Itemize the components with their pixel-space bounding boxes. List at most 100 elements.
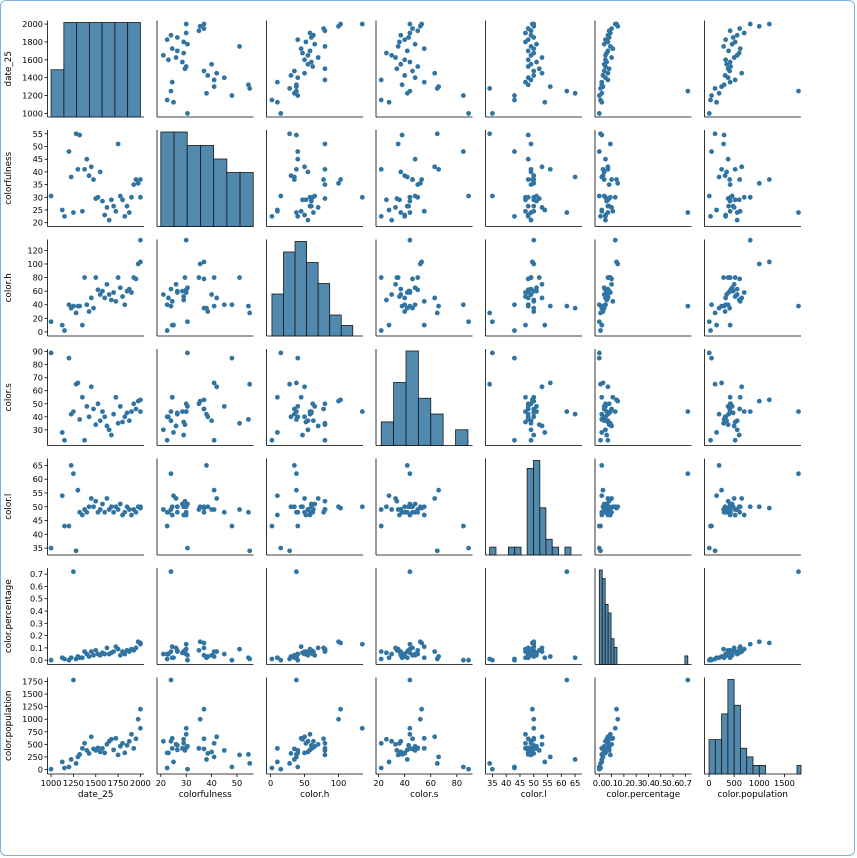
scatter-point-color-l-vs-color-h-15	[322, 498, 328, 504]
scatter-point-color-h-vs-colorfulness-19	[166, 295, 171, 301]
scatter-point-colorfulness-vs-color-s-22	[384, 197, 389, 203]
scatter-point-color-s-vs-color-percentage-7	[600, 380, 606, 386]
scatter-point-date-25-vs-color-percentage-26	[601, 41, 607, 47]
y-tick-label-color-s-70: 70	[33, 373, 43, 383]
scatter-point-color-s-vs-color-h-6	[287, 381, 293, 387]
scatter-point-color-population-vs-date-25-10	[82, 740, 87, 746]
scatter-point-color-h-vs-color-s-35	[419, 259, 425, 265]
y-tick-label-colorfulness-25: 25	[33, 205, 43, 215]
scatter-point-color-h-vs-color-percentage-36	[612, 237, 618, 243]
scatter-point-color-percentage-vs-color-l-5	[564, 569, 570, 575]
scatter-point-color-population-vs-color-h-5	[294, 677, 299, 683]
scatter-point-color-h-vs-color-l-4	[572, 305, 578, 311]
scatter-point-colorfulness-vs-color-s-25	[395, 141, 401, 147]
scatter-point-date-25-vs-colorfulness-21	[160, 52, 166, 58]
scatter-point-color-h-vs-color-percentage-33	[609, 276, 614, 282]
scatter-point-color-population-vs-color-l-36	[531, 725, 537, 731]
scatter-point-color-h-vs-date-25-11	[84, 302, 90, 308]
scatter-point-color-l-vs-color-percentage-3	[596, 523, 602, 529]
scatter-point-color-population-vs-colorfulness-14	[201, 746, 207, 752]
scatter-point-color-s-vs-color-h-20	[315, 423, 321, 429]
scatter-point-color-percentage-vs-color-population-34	[756, 639, 762, 645]
scatter-point-color-s-vs-colorfulness-6	[247, 381, 253, 387]
scatter-point-colorfulness-vs-color-h-30	[310, 210, 316, 215]
scatter-point-color-h-vs-color-population-27	[732, 294, 738, 299]
scatter-point-color-h-vs-date-25-0	[48, 319, 54, 325]
scatter-point-color-s-vs-color-l-3	[512, 355, 517, 361]
hist-bar-color-population-3	[727, 679, 735, 775]
scatter-point-date-25-vs-color-s-8	[399, 82, 405, 88]
scatter-point-date-25-vs-color-h-17	[305, 61, 311, 67]
scatter-point-color-s-vs-color-h-35	[338, 397, 343, 403]
scatter-point-color-s-vs-color-percentage-21	[603, 427, 608, 433]
scatter-point-color-h-vs-colorfulness-15	[182, 275, 188, 280]
scatter-point-color-percentage-vs-colorfulness-12	[205, 654, 211, 659]
scatter-point-colorfulness-vs-color-h-15	[322, 196, 328, 201]
scatter-point-date-25-vs-colorfulness-22	[181, 50, 187, 56]
scatter-point-color-population-vs-color-s-25	[395, 752, 401, 758]
scatter-point-colorfulness-vs-color-population-8	[721, 132, 727, 138]
scatter-point-color-l-vs-color-population-4	[716, 462, 722, 468]
scatter-point-color-population-vs-color-h-14	[291, 746, 297, 752]
scatter-point-color-s-vs-color-population-9	[727, 394, 733, 400]
scatter-point-color-population-vs-colorfulness-30	[168, 738, 174, 744]
scatter-point-date-25-vs-color-h-8	[294, 82, 299, 88]
scatter-point-color-percentage-vs-date-25-12	[86, 654, 92, 659]
scatter-point-date-25-vs-color-population-35	[766, 21, 772, 27]
scatter-point-color-l-vs-color-percentage-20	[609, 496, 614, 501]
scatter-point-date-25-vs-color-population-36	[747, 21, 753, 27]
scatter-point-colorfulness-vs-color-h-32	[322, 182, 328, 187]
scatter-point-date-25-vs-color-h-0	[278, 111, 284, 116]
scatter-point-date-25-vs-color-h-15	[322, 66, 328, 72]
scatter-point-color-population-vs-date-25-3	[66, 764, 72, 770]
scatter-point-colorfulness-vs-color-percentage-26	[601, 193, 607, 199]
scatter-point-date-25-vs-color-l-4	[572, 90, 578, 96]
scatter-point-date-25-vs-color-s-13	[432, 70, 438, 76]
scatter-point-color-s-vs-color-l-21	[528, 427, 534, 433]
scatter-point-color-population-vs-colorfulness-28	[164, 750, 170, 756]
scatter-point-color-s-vs-color-percentage-22	[604, 432, 610, 438]
scatter-point-date-25-vs-color-s-7	[436, 84, 441, 90]
scatter-point-colorfulness-vs-color-s-10	[378, 166, 384, 172]
scatter-point-color-h-vs-date-25-3	[66, 302, 72, 308]
scatter-point-color-h-vs-color-percentage-0	[596, 319, 602, 325]
scatter-point-color-l-vs-color-h-27	[303, 512, 309, 518]
scatter-point-date-25-vs-color-population-25	[721, 44, 726, 49]
scatter-point-color-percentage-vs-color-s-0	[466, 657, 471, 663]
scatter-point-color-s-vs-color-h-25	[322, 420, 328, 426]
scatter-point-color-h-vs-date-25-36	[138, 237, 143, 243]
scatter-point-color-h-vs-date-25-15	[93, 275, 99, 280]
scatter-point-colorfulness-vs-color-population-34	[756, 180, 762, 186]
hist-bar-colorfulness-6	[239, 172, 254, 227]
scatter-point-colorfulness-vs-color-h-11	[295, 156, 301, 162]
scatter-point-color-l-vs-date-25-11	[84, 509, 90, 515]
scatter-point-color-s-vs-color-h-19	[302, 414, 307, 420]
scatter-point-color-s-vs-color-population-30	[734, 418, 740, 424]
y-tick-label-color-l-50: 50	[33, 502, 43, 512]
x-tick-label-color-percentage-0.4: 0.4	[642, 778, 655, 788]
scatter-point-color-percentage-vs-colorfulness-33	[201, 645, 207, 651]
scatter-point-color-l-vs-color-population-33	[737, 509, 743, 515]
x-tick-label-color-percentage-0.7: 0.7	[679, 778, 692, 788]
scatter-point-color-l-vs-color-population-0	[706, 545, 712, 551]
scatter-point-date-25-vs-color-h-11	[295, 75, 301, 81]
scatter-point-color-l-vs-colorfulness-4	[204, 462, 209, 468]
scatter-point-color-s-vs-color-h-0	[278, 350, 284, 356]
scatter-point-color-population-vs-color-h-33	[321, 736, 326, 742]
scatter-point-colorfulness-vs-color-h-3	[295, 149, 301, 154]
scatter-point-color-h-vs-color-s-32	[415, 275, 421, 280]
scatter-point-color-percentage-vs-date-25-15	[93, 647, 99, 653]
scatter-point-color-s-vs-color-percentage-33	[609, 406, 614, 412]
x-axis-label-color-percentage: color.percentage	[606, 790, 680, 800]
scatter-point-colorfulness-vs-date-25-10	[82, 166, 87, 172]
scatter-point-color-h-vs-color-population-14	[727, 305, 733, 311]
scatter-point-color-s-vs-color-h-31	[307, 409, 313, 414]
scatter-point-color-s-vs-color-h-26	[312, 403, 318, 409]
scatter-point-color-h-vs-colorfulness-26	[185, 285, 190, 291]
y-tick-label-color-s-80: 80	[33, 360, 43, 370]
scatter-point-color-h-vs-color-l-0	[489, 319, 495, 325]
x-tick-label-color-s-20: 20	[373, 778, 383, 788]
scatter-point-color-l-vs-color-s-12	[402, 504, 408, 510]
scatter-point-colorfulness-vs-color-percentage-24	[610, 208, 616, 214]
scatter-point-color-s-vs-color-h-12	[288, 414, 294, 420]
